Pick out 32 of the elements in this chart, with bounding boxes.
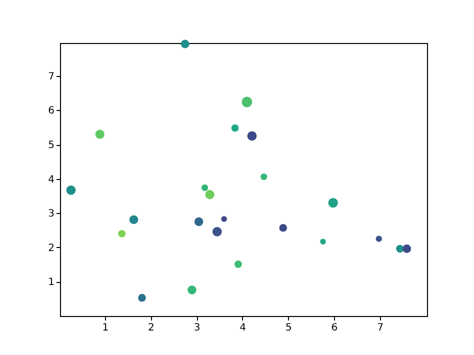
point [188, 286, 196, 294]
x-tick-label: 4 [240, 322, 246, 334]
y-tick-label: 7 [48, 71, 54, 82]
y-tick-label: 1 [48, 277, 54, 288]
point [118, 230, 126, 238]
x-tick-label: 1 [102, 322, 109, 334]
point [234, 260, 242, 268]
x-tick-label: 6 [331, 322, 338, 334]
point [180, 40, 190, 48]
point [396, 244, 404, 253]
point [194, 217, 204, 226]
x-tick-label: 7 [377, 322, 384, 334]
point [231, 124, 239, 132]
point [247, 131, 257, 141]
y-tick-label: 2 [48, 242, 54, 254]
point [138, 294, 146, 302]
x-tick-label: 3 [194, 322, 200, 334]
point [402, 244, 412, 253]
point [66, 185, 76, 195]
y-tick-label: 5 [48, 140, 54, 152]
point [201, 184, 208, 192]
y-tick-label: 3 [48, 208, 54, 220]
point [205, 190, 214, 200]
point [95, 130, 104, 139]
point [279, 224, 288, 232]
point [129, 215, 138, 224]
x-tick-label: 2 [148, 322, 154, 334]
x-tick-label: 5 [285, 322, 292, 334]
y-tick-label: 4 [48, 174, 54, 186]
point [328, 198, 338, 208]
point [212, 226, 222, 236]
y-tick-label: 6 [48, 106, 54, 117]
